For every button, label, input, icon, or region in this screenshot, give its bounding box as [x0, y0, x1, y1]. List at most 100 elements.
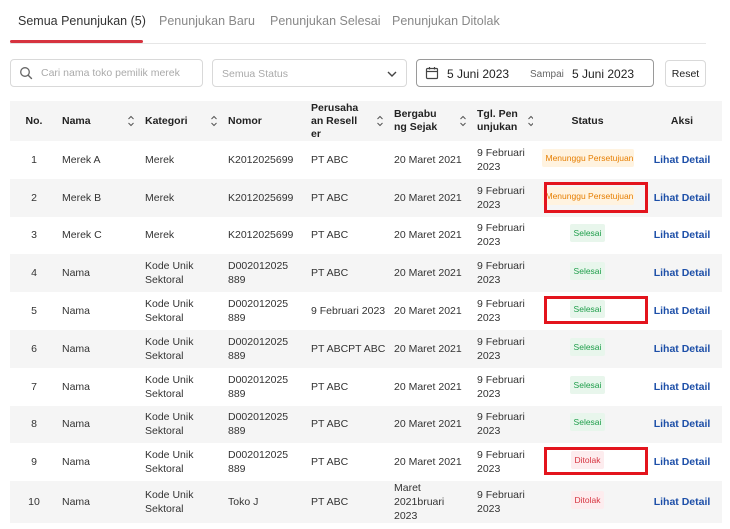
- tab-penunjukan-ditolak[interactable]: Penunjukan Ditolak: [392, 14, 500, 28]
- cell-tgl-penunjukan: 9 Februari 2023: [473, 405, 533, 444]
- date-from[interactable]: 5 Juni 2023: [447, 67, 510, 81]
- cell-nomor: D002012025 889: [228, 449, 289, 476]
- status-dropdown-value: Semua Status: [222, 68, 288, 80]
- table-row: 5 Nama Kode Unik Sektoral D002012025 889 9 F…: [10, 292, 722, 330]
- cell-no: 5: [31, 305, 37, 318]
- table-row: 8 Nama Kode Unik Sektoral D002012025 889 PT …: [10, 405, 722, 444]
- lihat-detail-link[interactable]: Lihat Detail: [653, 456, 711, 469]
- lihat-detail-link[interactable]: Lihat Detail: [653, 267, 711, 280]
- search-input[interactable]: [39, 64, 199, 82]
- status-badge: Selesai: [569, 300, 606, 319]
- cell-bergabung: 20 Maret 2021: [394, 380, 462, 393]
- header-nama[interactable]: Nama: [58, 101, 141, 141]
- cell-perusahaan: PT ABC: [311, 229, 349, 242]
- cell-tgl-penunjukan: 9 Februari 2023: [473, 178, 533, 217]
- cell-kategori: Kode Unik Sektoral: [145, 373, 194, 400]
- cell-no: 3: [31, 229, 37, 242]
- cell-nomor: D002012025 889: [228, 298, 289, 325]
- cell-kategori: Kode Unik Sektoral: [141, 329, 224, 368]
- cell-tgl-penunjukan: 9 Februari 2023: [477, 373, 525, 400]
- cell-kategori: Merek: [141, 178, 224, 217]
- lihat-detail-link[interactable]: Lihat Detail: [653, 342, 711, 355]
- header-bergabung[interactable]: Bergabung Sejak: [390, 101, 473, 141]
- cell-aksi: Lihat Detail: [642, 405, 722, 444]
- appointments-table: No. Nama Kategori Nomor Perusahaan Resel…: [10, 101, 722, 524]
- cell-perusahaan: PT ABC: [307, 405, 390, 444]
- cell-nama: Nama: [62, 305, 91, 318]
- sort-icon[interactable]: [459, 114, 467, 128]
- status-dropdown[interactable]: Semua Status: [212, 59, 407, 87]
- status-badge: Selesai: [569, 413, 606, 432]
- sort-icon[interactable]: [127, 114, 135, 128]
- filter-bar: Semua Status 5 Juni 2023 Sampai 5 Juni 2…: [10, 59, 706, 89]
- reset-button[interactable]: Reset: [665, 60, 706, 87]
- cell-tgl-penunjukan: 9 Februari 2023: [473, 254, 533, 293]
- date-range-picker[interactable]: 5 Juni 2023 Sampai 5 Juni 2023: [416, 59, 654, 87]
- cell-nomor: K2012025699: [228, 153, 294, 166]
- cell-perusahaan: PT ABC: [311, 456, 349, 469]
- date-to[interactable]: 5 Juni 2023: [572, 67, 635, 81]
- cell-nama: Nama: [58, 405, 141, 444]
- cell-tgl-penunjukan: 9 Februari 2023: [477, 222, 525, 249]
- header-tgl-penunjukan[interactable]: Tgl. Penunjukan: [473, 101, 535, 141]
- tab-penunjukan-selesai[interactable]: Penunjukan Selesai: [270, 14, 381, 28]
- cell-kategori: Kode Unik Sektoral: [145, 449, 194, 476]
- cell-no: 1: [31, 153, 37, 166]
- status-badge: Selesai: [569, 375, 606, 394]
- cell-nomor: D002012025 889: [228, 373, 289, 400]
- cell-nomor: D002012025 889: [224, 405, 307, 444]
- cell-nama: Nama: [58, 481, 141, 524]
- chevron-down-icon: [387, 71, 397, 77]
- cell-bergabung: 20 Maret 2021: [394, 153, 462, 166]
- lihat-detail-link[interactable]: Lihat Detail: [653, 418, 711, 431]
- header-perusahaan[interactable]: Perusahaan Reseller: [307, 101, 390, 141]
- cell-perusahaan: PT ABC: [307, 254, 390, 293]
- cell-perusahaan: PT ABC: [311, 153, 349, 166]
- table-row: 1 Merek A Merek K2012025699 PT ABC 20 Maret 2…: [10, 141, 722, 179]
- status-badge: Menunggu Persetujuan: [541, 148, 634, 167]
- lihat-detail-link[interactable]: Lihat Detail: [653, 496, 711, 509]
- header-status: Status: [533, 101, 642, 141]
- table-row: 4 Nama Kode Unik Sektoral D002012025 889 PT …: [10, 254, 722, 293]
- cell-status: Menunggu Persetujuan: [533, 141, 642, 179]
- cell-bergabung: 20 Maret 2021: [394, 305, 462, 318]
- cell-nama: Nama: [58, 329, 141, 368]
- sort-icon[interactable]: [210, 114, 218, 128]
- cell-no: 4: [10, 254, 58, 293]
- cell-perusahaan: PT ABCPT ABC: [307, 329, 390, 368]
- cell-nama: Merek A: [62, 153, 101, 166]
- table-row: 6 Nama Kode Unik Sektoral D002012025 889 PT …: [10, 329, 722, 368]
- tab-semua-penunjukan[interactable]: Semua Penunjukan (5): [18, 14, 146, 28]
- status-badge: Menunggu Persetujuan: [541, 186, 634, 205]
- cell-status: Selesai: [533, 329, 642, 368]
- cell-nomor: D002012025 889: [224, 329, 307, 368]
- search-box[interactable]: [10, 59, 203, 87]
- cell-nomor: D002012025 889: [224, 254, 307, 293]
- cell-no: 8: [10, 405, 58, 444]
- cell-nama: Nama: [62, 456, 91, 469]
- sort-icon[interactable]: [527, 114, 535, 128]
- cell-bergabung: 20 Maret 2021: [390, 329, 473, 368]
- header-kategori[interactable]: Kategori: [141, 101, 224, 141]
- cell-kategori: Merek: [145, 153, 175, 166]
- lihat-detail-link[interactable]: Lihat Detail: [653, 305, 711, 318]
- cell-kategori: Kode Unik Sektoral: [141, 481, 224, 524]
- cell-bergabung: 20 Maret 2021: [390, 405, 473, 444]
- lihat-detail-link[interactable]: Lihat Detail: [653, 229, 711, 242]
- status-badge: Ditolak: [570, 491, 605, 510]
- cell-perusahaan: PT ABC: [307, 481, 390, 524]
- header-aksi: Aksi: [642, 101, 722, 141]
- tab-penunjukan-baru[interactable]: Penunjukan Baru: [159, 14, 255, 28]
- search-icon: [20, 67, 33, 80]
- sort-icon[interactable]: [376, 114, 384, 128]
- lihat-detail-link[interactable]: Lihat Detail: [653, 191, 711, 204]
- cell-kategori: Merek: [145, 229, 175, 242]
- cell-aksi: Lihat Detail: [642, 481, 722, 524]
- lihat-detail-link[interactable]: Lihat Detail: [653, 380, 711, 393]
- cell-perusahaan: PT ABC: [307, 178, 390, 217]
- cell-bergabung: 20 Maret 2021: [394, 456, 462, 469]
- cell-no: 2: [10, 178, 58, 217]
- cell-status: Menunggu Persetujuan: [533, 178, 642, 217]
- cell-nama: Merek B: [58, 178, 141, 217]
- lihat-detail-link[interactable]: Lihat Detail: [653, 153, 711, 166]
